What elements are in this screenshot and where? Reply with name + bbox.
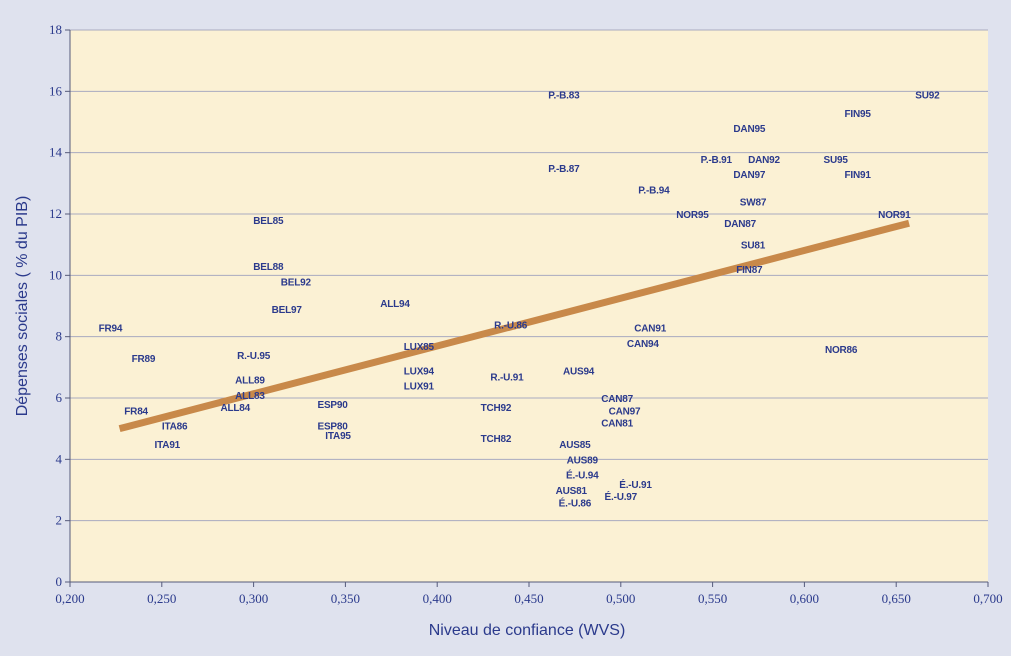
trendline-layer: [118, 219, 910, 433]
x-tick-label: 0,400: [423, 591, 452, 606]
data-point-label: FR84: [124, 406, 148, 417]
data-point-label: CAN91: [634, 323, 666, 334]
data-point-label: É.-U.86: [559, 496, 592, 509]
y-tick-label: 4: [56, 451, 63, 466]
x-tick-label: 0,250: [147, 591, 176, 606]
y-tick-label: 0: [56, 574, 63, 589]
data-point-label: P.-B.94: [638, 185, 670, 196]
data-point-label: NOR95: [676, 210, 709, 221]
data-point-label: BEL85: [253, 216, 284, 227]
data-point-label: ITA91: [155, 440, 181, 451]
data-point-label: BEL92: [281, 277, 312, 288]
data-point-label: LUX94: [404, 366, 435, 377]
data-point-label: NOR91: [878, 210, 911, 221]
data-point-label: FIN91: [845, 170, 872, 181]
x-tick-label: 0,600: [790, 591, 819, 606]
data-point-label: ESP90: [317, 400, 348, 411]
data-point-label: É.-U.97: [605, 490, 638, 503]
data-point-label: R.-U.95: [237, 351, 271, 362]
y-axis-title: Dépenses sociales ( % du PIB): [14, 196, 31, 417]
data-point-label: FR89: [132, 354, 156, 365]
x-axis-title: Niveau de confiance (WVS): [429, 622, 626, 639]
data-point-label: FR94: [99, 323, 123, 334]
data-point-label: LUX91: [404, 382, 435, 393]
data-point-label: BEL97: [272, 305, 303, 316]
y-tick-label: 14: [49, 145, 63, 160]
data-point-label: DAN92: [748, 155, 780, 166]
data-point-label: ITA86: [162, 422, 188, 433]
data-point-label: DAN95: [733, 124, 765, 135]
data-point-label: AUS89: [567, 455, 599, 466]
x-tick-label: 0,350: [331, 591, 360, 606]
data-point-label: AUS81: [556, 486, 588, 497]
y-tick-label: 16: [49, 83, 63, 98]
x-tick-label: 0,700: [973, 591, 1002, 606]
y-tick-label: 18: [49, 22, 62, 37]
data-point-label: CAN87: [601, 394, 633, 405]
data-point-label: CAN94: [627, 339, 659, 350]
y-tick-label: 2: [56, 513, 63, 528]
data-point-label: FIN87: [736, 265, 763, 276]
trendline: [118, 219, 910, 433]
data-point-label: CAN97: [609, 406, 641, 417]
gridlines: [70, 29, 988, 522]
data-point-label: TCH82: [481, 434, 512, 445]
data-point-label: DAN97: [733, 170, 765, 181]
data-point-label: SU81: [741, 241, 766, 252]
data-point-label: É.-U.94: [566, 469, 599, 482]
y-tick-label: 10: [49, 267, 62, 282]
data-point-label: P.-B.91: [701, 155, 733, 166]
x-tick-label: 0,300: [239, 591, 268, 606]
data-point-label: FIN95: [845, 109, 872, 120]
x-tick-label: 0,500: [606, 591, 635, 606]
y-tick-label: 12: [49, 206, 62, 221]
data-point-label: ALL84: [220, 403, 250, 414]
data-point-label: AUS85: [559, 440, 591, 451]
data-point-label: P.-B.87: [548, 164, 580, 175]
data-point-label: P.-B.83: [548, 90, 580, 101]
data-point-label: TCH92: [481, 403, 512, 414]
y-tick-label: 6: [56, 390, 63, 405]
data-point-label: LUX85: [404, 342, 435, 353]
data-point-label: CAN81: [601, 419, 633, 430]
x-axis-ticks: 0,200 0,250 0,300 0,350 0,400 0,450 0,500 0,550…: [55, 582, 1003, 606]
y-axis-ticks: 0 2 4 6 8 10 12 14 16 18: [49, 22, 70, 589]
data-point-label: DAN87: [724, 219, 756, 230]
data-point-label: SW87: [740, 198, 767, 209]
data-point-label: ALL94: [380, 299, 410, 310]
data-point-label: AUS94: [563, 366, 595, 377]
data-points: FR94FR89FR84ITA86ITA91R.-U.95ALL89ALL83A…: [99, 90, 941, 509]
x-tick-label: 0,200: [55, 591, 84, 606]
plot-area: [70, 30, 988, 582]
data-point-label: NOR86: [825, 345, 858, 356]
data-point-label: R.-U.91: [490, 373, 524, 384]
data-point-label: É.-U.91: [619, 478, 652, 491]
data-point-label: ALL89: [235, 376, 265, 387]
data-point-label: SU92: [915, 90, 940, 101]
x-tick-label: 0,550: [698, 591, 727, 606]
data-point-label: ITA95: [325, 431, 351, 442]
data-point-label: BEL88: [253, 262, 284, 273]
x-tick-label: 0,450: [514, 591, 543, 606]
data-point-label: SU95: [824, 155, 849, 166]
data-point-label: ALL83: [235, 391, 265, 402]
x-tick-label: 0,650: [882, 591, 911, 606]
data-point-label: ESP80: [317, 422, 348, 433]
data-point-label: R.-U.86: [494, 320, 528, 331]
y-tick-label: 8: [56, 329, 63, 344]
